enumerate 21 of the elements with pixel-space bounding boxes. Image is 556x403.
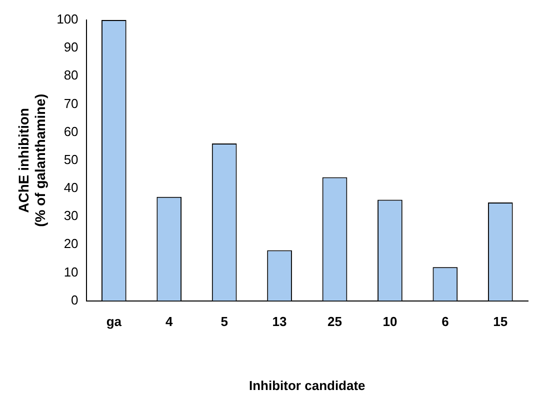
x-tick-label: 4 (165, 314, 174, 330)
y-tick-label: 0 (71, 292, 78, 308)
x-tick-label: ga (106, 314, 122, 330)
y-axis-title: AChE inhibition (% of galanthamine) (15, 94, 48, 227)
y-tick-label: 60 (64, 124, 78, 139)
y-tick-label: 30 (64, 208, 78, 224)
x-tick-label: 6 (442, 314, 449, 330)
y-tick-label: 90 (64, 40, 78, 55)
x-tick-label: 13 (272, 314, 287, 330)
y-tick-label: 100 (56, 12, 78, 27)
x-tick-label: 10 (382, 314, 398, 330)
x-axis-title: Inhibitor candidate (248, 378, 366, 393)
x-tick-label: 5 (220, 314, 228, 330)
y-tick-label: 10 (64, 264, 78, 280)
y-tick-label: 40 (64, 180, 78, 196)
x-tick-label: 15 (493, 314, 508, 330)
x-tick-label: 25 (328, 314, 342, 330)
y-tick-label: 50 (64, 152, 78, 167)
y-tick-label: 70 (64, 96, 78, 111)
y-tick-label: 80 (64, 68, 78, 83)
y-tick-label: 20 (64, 236, 78, 252)
